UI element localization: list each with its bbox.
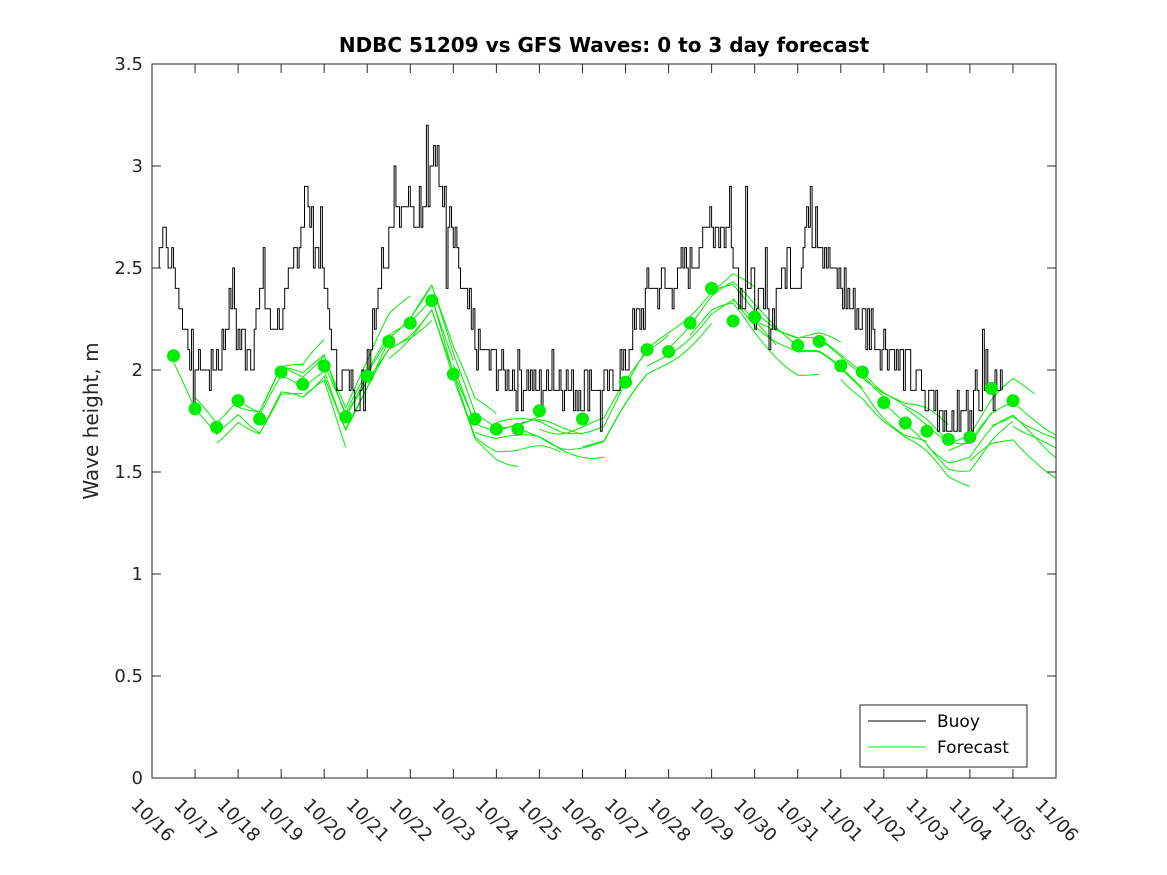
forecast-marker (274, 365, 288, 379)
legend-box (859, 704, 1028, 768)
forecast-marker (640, 343, 654, 357)
forecast-marker (339, 410, 353, 424)
forecast-run-line (216, 379, 347, 448)
forecast-marker (855, 365, 869, 379)
y-tick-label: 0.5 (114, 666, 143, 687)
forecast-marker (296, 377, 310, 391)
forecast-marker (683, 316, 697, 330)
forecast-marker (662, 345, 676, 359)
forecast-marker (489, 422, 503, 436)
forecast-marker (984, 381, 998, 395)
plot-frame (151, 63, 1057, 779)
forecast-marker (317, 359, 331, 373)
forecast-run-line (797, 350, 928, 442)
marker-layer (167, 281, 1020, 446)
forecast-run-line (582, 322, 712, 448)
forecast-run-line (689, 302, 820, 376)
forecast-marker (253, 412, 267, 426)
forecast-marker (210, 420, 224, 434)
forecast-run-line (948, 401, 1057, 452)
forecast-run-line (969, 439, 1057, 479)
y-tick-labels: 0 0.5 1 1.5 2 2.5 3 3.5 (114, 54, 143, 789)
forecast-marker (1006, 394, 1020, 408)
forecast-marker (619, 375, 632, 389)
y-tick-label: 0 (132, 768, 143, 789)
forecast-marker (446, 367, 460, 381)
forecast-marker (403, 316, 417, 330)
forecast-run-line (926, 414, 1057, 464)
forecast-run-line (840, 379, 971, 487)
buoy-layer (152, 124, 1003, 432)
forecast-marker (382, 334, 396, 348)
forecast-marker (511, 422, 525, 436)
forecast-marker (812, 334, 826, 348)
forecast-marker (425, 294, 439, 308)
legend: Buoy Forecast (859, 704, 1028, 768)
forecast-marker (231, 394, 245, 408)
forecast-marker (167, 349, 180, 363)
y-tick-label: 2.5 (114, 258, 143, 279)
legend-forecast-label: Forecast (937, 738, 1009, 758)
plot-area (152, 64, 1056, 778)
forecast-marker (705, 281, 719, 295)
buoy-line (152, 124, 1003, 432)
forecast-marker (834, 359, 848, 373)
forecast-marker (898, 416, 912, 430)
forecast-marker (532, 404, 546, 418)
forecast-marker (791, 339, 805, 352)
y-tick-label: 3.5 (114, 54, 143, 75)
forecast-marker (188, 402, 202, 416)
forecast-marker (726, 314, 740, 328)
y-tick-label: 2 (132, 360, 143, 381)
legend-buoy-label: Buoy (937, 712, 980, 732)
y-tick-label: 3 (132, 156, 143, 177)
tick-layer (151, 63, 1057, 779)
forecast-run-line (280, 295, 411, 409)
forecast-marker (748, 310, 762, 324)
forecast-marker (360, 369, 374, 383)
forecast-run-line (1012, 425, 1057, 449)
forecast-run-line (496, 382, 626, 435)
y-tick-label: 1 (132, 564, 143, 585)
forecast-marker (963, 430, 977, 444)
chart-title: NDBC 51209 vs GFS Waves: 0 to 3 day fore… (339, 33, 870, 57)
forecast-marker (468, 412, 482, 426)
forecast-run-line (991, 416, 1057, 439)
y-tick-label: 1.5 (114, 462, 143, 483)
forecast-marker (920, 424, 934, 438)
y-axis-label: Wave height, m (79, 342, 103, 499)
forecast-marker (576, 412, 589, 426)
forecast-marker (941, 432, 955, 446)
forecast-marker (877, 396, 891, 410)
